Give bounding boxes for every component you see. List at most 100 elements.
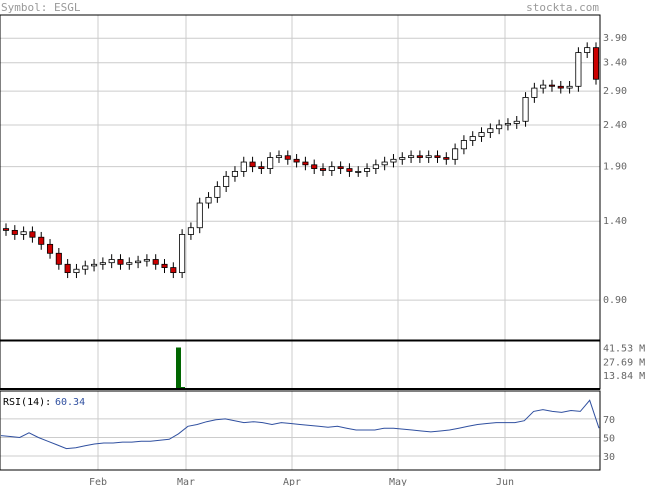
y-tick-label: 0.90	[603, 295, 627, 306]
volume-tick-label: 27.69 M	[603, 357, 645, 368]
candle-body	[267, 157, 274, 169]
candle-body	[152, 259, 159, 265]
candle-body	[126, 262, 133, 265]
volume-tick-label: 41.53 M	[603, 343, 645, 354]
price-panel: 3.90 3.40 2.90 2.40 1.90 1.40 0.90	[0, 14, 627, 341]
candle-body	[513, 120, 520, 124]
volume-tick-label: 13.84 M	[603, 371, 645, 382]
candle-body	[275, 155, 283, 158]
rsi-frame	[0, 390, 601, 471]
candle-body	[46, 243, 54, 254]
candle-body	[575, 52, 582, 87]
candle-body	[99, 262, 106, 265]
candle-body	[73, 268, 80, 274]
candle-body	[531, 87, 538, 98]
candle-body	[135, 260, 142, 264]
candle-body	[249, 161, 256, 168]
y-tick-label: 2.40	[603, 120, 627, 131]
candle-body	[29, 231, 36, 238]
candle-body	[584, 47, 591, 53]
y-tick-label: 1.90	[603, 162, 627, 173]
candle-body	[64, 263, 71, 274]
candle-body	[425, 155, 432, 158]
candle-body	[566, 85, 573, 89]
candle-body	[91, 263, 98, 267]
candle-body	[214, 186, 221, 198]
candle-body	[540, 84, 547, 89]
candle-body	[161, 263, 168, 268]
candle-body	[557, 85, 564, 89]
x-tick-label: Mar	[177, 477, 195, 486]
price-frame	[0, 14, 601, 341]
candle-body	[390, 158, 397, 163]
rsi-line	[0, 399, 600, 450]
candle-body	[487, 128, 494, 133]
candle-body	[337, 166, 344, 169]
volume-panel: 41.53 M 27.69 M 13.84 M	[0, 340, 645, 390]
rsi-panel: 70 50 30	[0, 390, 615, 471]
candle-body	[187, 227, 194, 235]
candle-body	[2, 228, 10, 231]
candle-body	[346, 168, 353, 172]
candle-body	[258, 166, 265, 169]
x-tick-label: Apr	[283, 477, 301, 486]
candle-body	[223, 175, 230, 187]
y-tick-label: 3.40	[603, 58, 627, 69]
candle-body	[381, 161, 388, 166]
x-axis: Feb Mar Apr May Jun	[89, 477, 514, 486]
volume-frame	[0, 340, 601, 390]
candle-body	[319, 168, 327, 171]
x-tick-label: Feb	[89, 477, 107, 486]
x-tick-label: Jun	[496, 477, 514, 486]
candle-body	[170, 267, 177, 274]
candle-body	[302, 161, 309, 166]
candle-body	[469, 136, 476, 141]
rsi-value: 60.34	[55, 397, 85, 408]
volume-bar	[176, 347, 181, 389]
candle-body	[522, 97, 529, 122]
candle-body	[143, 259, 150, 262]
rsi-tick-label: 70	[603, 415, 615, 426]
candle-body	[117, 259, 124, 265]
y-tick-label: 2.90	[603, 86, 627, 97]
candle-body	[179, 234, 186, 274]
candle-body	[478, 132, 485, 137]
rsi-label: RSI(14):	[3, 397, 51, 408]
candle-body	[399, 157, 406, 160]
candle-body	[408, 155, 415, 158]
candle-body	[496, 124, 503, 130]
symbol-label: Symbol: ESGL	[1, 1, 81, 14]
candle-body	[11, 229, 18, 235]
candle-body	[240, 161, 247, 172]
candle-body	[196, 202, 203, 229]
candle-body	[416, 155, 423, 158]
candle-body	[205, 196, 212, 204]
candle-body	[364, 168, 371, 172]
candle-body	[55, 252, 62, 265]
candle-body	[592, 47, 600, 80]
candle-body	[504, 123, 511, 126]
candle-body	[293, 158, 300, 163]
candle-body	[311, 164, 318, 169]
candle-body	[372, 164, 379, 169]
candle-body	[20, 231, 27, 235]
candle-body	[284, 155, 291, 160]
candle-body	[82, 265, 89, 270]
candle-body	[434, 155, 441, 158]
candle-body	[452, 148, 459, 160]
rsi-tick-label: 50	[603, 433, 615, 444]
candle-body	[108, 259, 115, 264]
candle-body	[443, 157, 450, 160]
y-tick-label: 3.90	[603, 33, 627, 44]
candle-body	[355, 171, 362, 173]
candle-body	[231, 171, 238, 177]
x-tick-label: May	[389, 477, 407, 486]
candle-body	[328, 166, 335, 171]
rsi-tick-label: 30	[603, 452, 615, 463]
candle-body	[548, 84, 556, 87]
candle-body	[38, 236, 45, 245]
y-tick-label: 1.40	[603, 216, 627, 227]
candle-body	[460, 140, 467, 150]
brand-label: stockta.com	[526, 1, 599, 14]
